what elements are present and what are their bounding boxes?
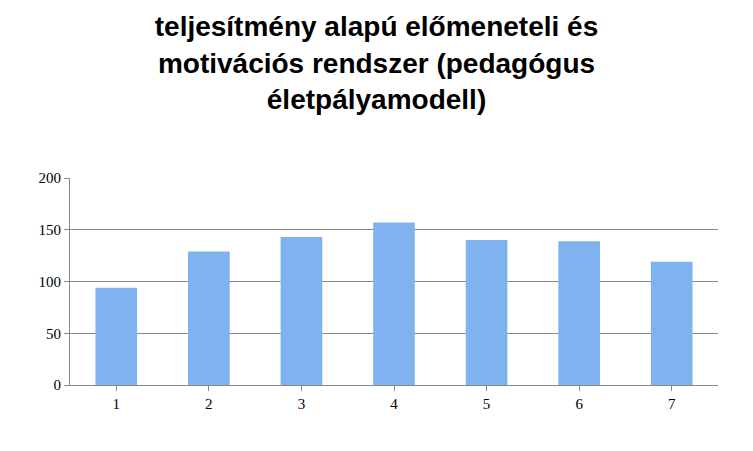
svg-text:200: 200 — [39, 170, 62, 186]
svg-text:teljesítmény alapú előmeneteli: teljesítmény alapú előmeneteli ésmotivác… — [155, 11, 599, 115]
svg-text:1: 1 — [113, 396, 121, 412]
svg-text:3: 3 — [298, 396, 306, 412]
svg-text:50: 50 — [46, 326, 61, 342]
svg-text:5: 5 — [483, 396, 491, 412]
svg-text:4: 4 — [390, 396, 398, 412]
svg-text:150: 150 — [39, 222, 62, 238]
svg-text:2: 2 — [205, 396, 213, 412]
svg-text:6: 6 — [575, 396, 583, 412]
svg-text:7: 7 — [668, 396, 676, 412]
svg-text:0: 0 — [54, 377, 62, 393]
svg-text:100: 100 — [39, 274, 62, 290]
